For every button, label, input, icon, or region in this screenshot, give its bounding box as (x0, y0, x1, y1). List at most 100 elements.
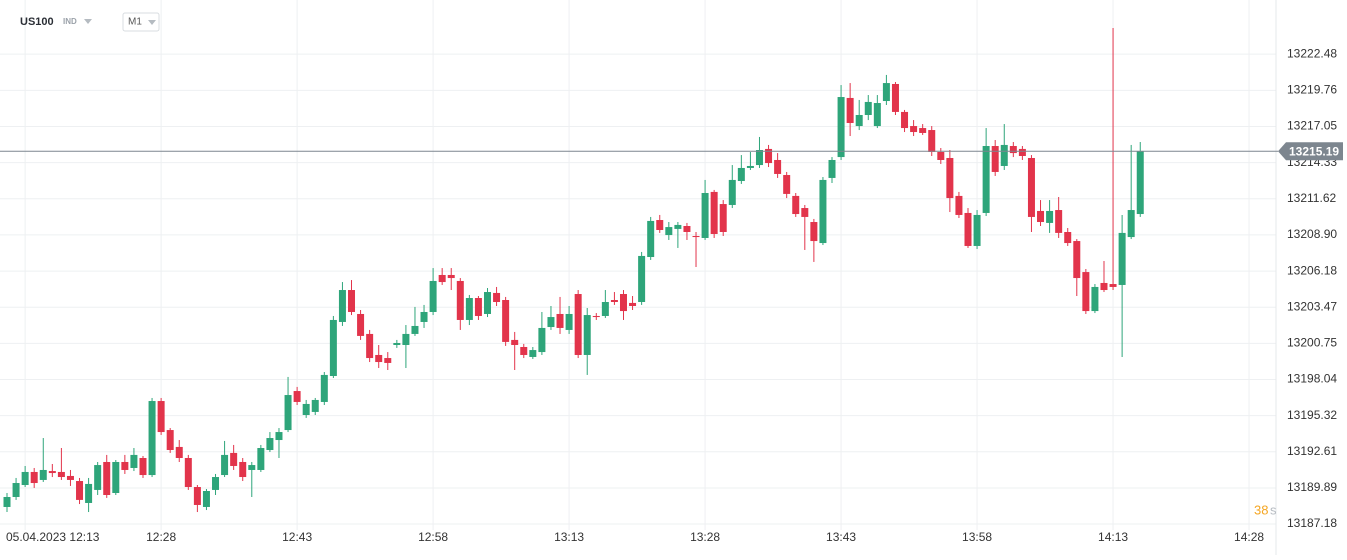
candle-body (946, 157, 954, 199)
candle-body (610, 300, 618, 303)
candle-body (565, 313, 573, 330)
candle-body (765, 148, 773, 164)
y-tick-label: 13187.18 (1287, 516, 1337, 530)
candle-body (955, 195, 963, 215)
x-tick-label: 05.04.2023 12:13 (6, 530, 100, 544)
symbol-type[interactable]: IND (63, 17, 77, 26)
candle-body (683, 226, 691, 232)
candle-body (148, 401, 156, 476)
x-tick-label: 13:58 (962, 530, 992, 544)
candle-body (728, 179, 736, 205)
candle-body (919, 128, 927, 133)
timeframe[interactable]: M1 (128, 17, 142, 28)
candle-body (1091, 286, 1099, 312)
candle-body (819, 179, 827, 244)
candle-body (674, 224, 682, 229)
candle-body (538, 327, 546, 353)
candle-body (846, 97, 854, 123)
x-tick-label: 14:28 (1234, 530, 1264, 544)
candle-body (619, 294, 627, 312)
current-price-tag (1278, 142, 1343, 161)
candle-body (21, 471, 29, 486)
candle-body (30, 471, 38, 484)
candle-body (12, 483, 20, 497)
candle-body (1046, 210, 1054, 223)
candle-body (547, 317, 555, 328)
candle-body (873, 103, 881, 127)
y-tick-label: 13211.62 (1287, 191, 1336, 205)
candle-body (910, 126, 918, 133)
candle-body (202, 491, 210, 507)
candle-body (1018, 148, 1026, 156)
candle-body (511, 339, 519, 345)
candle-body (882, 83, 890, 102)
candle-body (311, 399, 319, 412)
candle-body (1000, 144, 1008, 166)
candle-body (592, 315, 600, 318)
x-tick-label: 14:13 (1098, 530, 1128, 544)
candle-body (193, 487, 201, 505)
candle-body (456, 280, 464, 320)
candle-body (221, 454, 229, 476)
y-tick-label: 13189.89 (1287, 480, 1337, 494)
candle-body (864, 101, 872, 115)
x-tick-label: 12:58 (418, 530, 448, 544)
candle-body (411, 325, 419, 334)
candle-body (837, 97, 845, 158)
candle-body (783, 175, 791, 194)
candle-body (701, 192, 709, 238)
candle-body (329, 319, 337, 377)
candle-body (665, 227, 673, 236)
candle-body (420, 311, 428, 322)
y-tick-label: 13219.76 (1287, 83, 1337, 97)
y-tick-label: 13200.75 (1287, 336, 1337, 350)
candle-body (937, 151, 945, 160)
symbol[interactable]: US100 (20, 16, 54, 28)
candle-body (973, 214, 981, 246)
candle-body (928, 130, 936, 152)
candle-body (493, 292, 501, 303)
candle-body (429, 280, 437, 312)
candle-body (1082, 272, 1090, 312)
candle-body (57, 471, 65, 478)
candle-body (991, 146, 999, 172)
symbol-dropdown[interactable] (84, 19, 92, 24)
candle-body (629, 302, 637, 306)
candle-body (1100, 282, 1108, 291)
candle-body (746, 165, 754, 168)
candle-body (483, 292, 491, 314)
timeframe-dropdown[interactable] (148, 20, 156, 25)
candle-body (357, 313, 365, 336)
y-tick-label: 13208.90 (1287, 227, 1337, 241)
candle-body (1009, 146, 1017, 154)
candle-body (710, 191, 718, 234)
x-tick-label: 13:43 (826, 530, 856, 544)
candle-body (212, 477, 220, 490)
candle-body (402, 333, 410, 345)
candle-body (239, 461, 247, 478)
candle-body (184, 457, 192, 488)
candle-body (1109, 284, 1117, 287)
candle-body (384, 358, 392, 363)
candle-body (48, 471, 56, 474)
candle-body (266, 438, 274, 451)
candle-body (94, 465, 102, 490)
candle-body (520, 346, 528, 355)
candle-body (76, 481, 84, 500)
timeframe-button[interactable] (122, 12, 160, 32)
candle-body (338, 290, 346, 322)
candle-body (85, 483, 93, 503)
candle-body (284, 395, 292, 431)
candle-body (293, 391, 301, 402)
candle-body (348, 290, 356, 312)
candle-body (3, 496, 11, 507)
countdown-unit: s (1270, 502, 1277, 517)
y-tick-label: 13192.61 (1287, 444, 1337, 458)
candle-body (1064, 231, 1072, 244)
candle-body (855, 114, 863, 127)
candle-body (175, 446, 183, 458)
candle-body (891, 83, 899, 112)
y-tick-label: 13217.05 (1287, 119, 1337, 133)
